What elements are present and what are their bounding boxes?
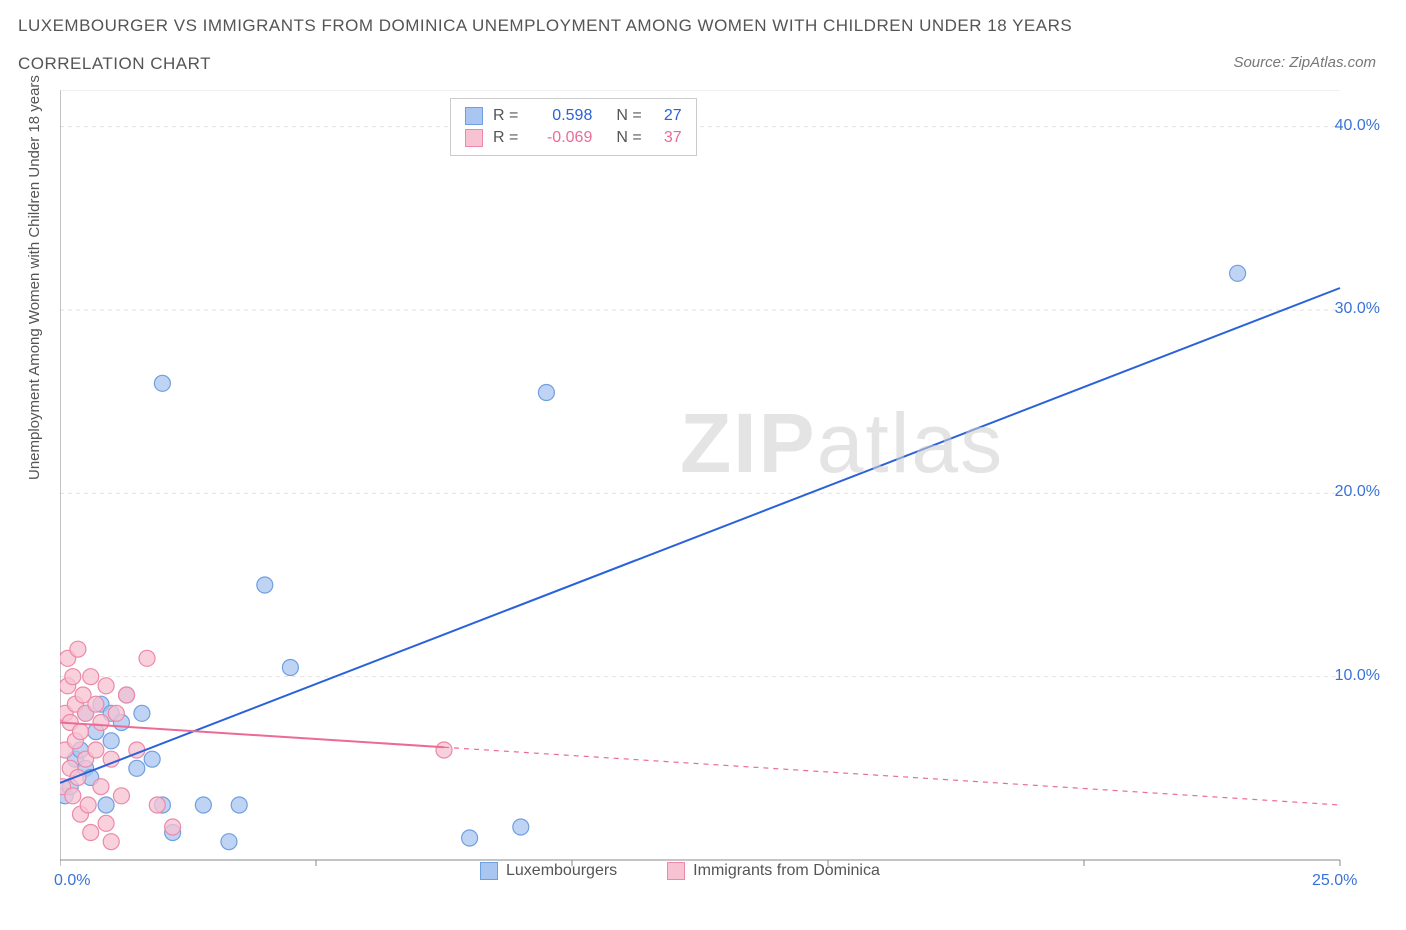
x-tick-label: 25.0% [1312,872,1357,890]
y-tick-label: 30.0% [1335,300,1380,318]
legend-swatch [465,129,483,147]
legend-correlation-row: R = -0.069 N = 37 [465,127,682,149]
legend-swatch [465,107,483,125]
chart-plot-area: ZIPatlas R =0.598N =27R =-0.069N =37 Lux… [60,90,1380,885]
scatter-chart-svg [60,90,1380,885]
legend-series-item: Immigrants from Dominica [667,862,880,880]
legend-r-label: R = [493,129,518,147]
y-tick-label: 10.0% [1335,667,1380,685]
y-axis-label: Unemployment Among Women with Children U… [26,75,43,480]
y-tick-label: 40.0% [1335,117,1380,135]
legend-n-label: N = [616,129,641,147]
legend-swatch [480,862,498,880]
legend-r-value: -0.069 [528,129,592,147]
legend-n-label: N = [616,107,641,125]
chart-title-line1: LUXEMBOURGER VS IMMIGRANTS FROM DOMINICA… [18,16,1072,36]
legend-r-label: R = [493,107,518,125]
source-attribution: Source: ZipAtlas.com [1233,54,1376,71]
y-tick-label: 20.0% [1335,483,1380,501]
x-tick-label: 0.0% [54,872,90,890]
correlation-legend: R = 0.598 N = 27 R = -0.069 N = 37 [450,98,697,156]
legend-series-label: Luxembourgers [506,862,617,880]
legend-swatch [667,862,685,880]
chart-title-line2: CORRELATION CHART [18,54,211,74]
legend-n-value: 37 [652,129,682,147]
series-legend: Luxembourgers Immigrants from Dominica [480,862,880,880]
legend-n-value: 27 [652,107,682,125]
legend-correlation-row: R = 0.598 N = 27 [465,105,682,127]
legend-series-item: Luxembourgers [480,862,617,880]
legend-r-value: 0.598 [528,107,592,125]
legend-series-label: Immigrants from Dominica [693,862,880,880]
